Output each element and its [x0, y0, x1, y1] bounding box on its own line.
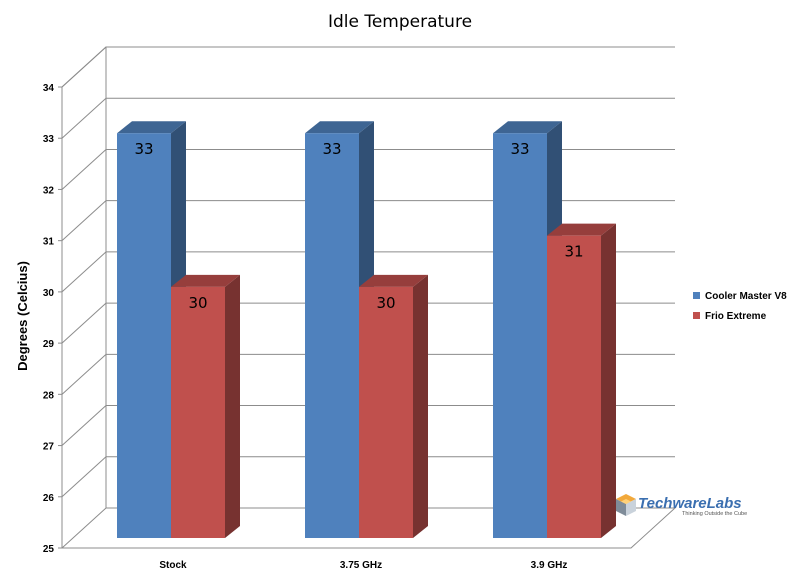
bar-front	[359, 286, 413, 538]
bar-top	[171, 274, 240, 287]
data-label: 33	[134, 140, 153, 158]
legend: Cooler Master V8 Frio Extreme	[693, 291, 787, 322]
bar-side	[413, 274, 428, 538]
bar-front	[493, 133, 547, 538]
bar-front	[117, 133, 171, 538]
data-label: 31	[564, 243, 583, 261]
bar	[171, 274, 240, 538]
bar	[547, 223, 616, 538]
bar-top	[493, 121, 562, 134]
bar-top	[359, 274, 428, 287]
legend-label: Cooler Master V8	[705, 291, 787, 302]
watermark-tagline: Thinking Outside the Cube	[682, 511, 747, 517]
y-tick-label: 25	[43, 544, 55, 555]
bar-front	[547, 235, 601, 538]
x-tick-label: 3.75 GHz	[340, 560, 382, 571]
gridline-side	[61, 46, 107, 88]
y-tick-label: 33	[43, 134, 55, 145]
bar-front	[305, 133, 359, 538]
y-tick-label: 29	[43, 339, 55, 350]
y-tick-label: 31	[43, 237, 55, 248]
gridline-side	[61, 149, 107, 190]
gridline-side	[61, 456, 107, 498]
cube-logo-icon	[616, 494, 636, 516]
gridline-side	[61, 200, 107, 242]
legend-label: Frio Extreme	[705, 311, 767, 322]
legend-swatch	[693, 292, 700, 299]
y-tick-label: 34	[43, 83, 55, 94]
y-tick-label: 30	[43, 288, 55, 299]
gridline-side	[61, 97, 107, 139]
data-label: 33	[510, 140, 529, 158]
watermark-brand: TechwareLabs	[638, 495, 742, 512]
bar-top	[117, 121, 186, 134]
y-tick-label: 32	[43, 185, 55, 196]
bar	[305, 121, 374, 538]
data-label: 30	[188, 294, 207, 312]
watermark: TechwareLabs Thinking Outside the Cube	[616, 494, 747, 517]
bar-top	[305, 121, 374, 134]
y-tick-label: 28	[43, 390, 55, 401]
data-label: 30	[376, 294, 395, 312]
data-label: 33	[322, 140, 341, 158]
x-tick-label: 3.9 GHz	[531, 560, 568, 571]
bar-side	[601, 223, 616, 538]
gridline-side	[61, 251, 107, 293]
gridline-side	[61, 302, 107, 344]
gridline-side	[61, 405, 107, 446]
bar	[359, 274, 428, 538]
bar-side	[225, 274, 240, 538]
gridline-side	[61, 353, 107, 395]
y-tick-label: 26	[43, 493, 55, 504]
chart-title: Idle Temperature	[328, 12, 472, 32]
legend-swatch	[693, 312, 700, 319]
bar-front	[171, 286, 225, 538]
y-tick-label: 27	[43, 442, 55, 453]
x-tick-label: Stock	[159, 560, 187, 571]
plot-area: 25 26 27 28 29 30 31 32 33 34 33 30 Stock 33 30 3.75 GH…	[43, 46, 677, 571]
y-axis-label: Degrees (Celcius)	[15, 261, 30, 371]
bar-top	[547, 223, 616, 236]
